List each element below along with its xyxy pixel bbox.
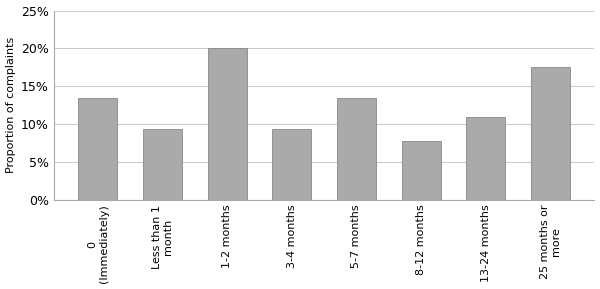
Bar (272, 129, 311, 200)
Bar (466, 116, 505, 200)
Bar (402, 141, 440, 200)
Bar (79, 98, 117, 200)
Bar (337, 98, 376, 200)
Bar (143, 129, 182, 200)
Bar (531, 67, 570, 200)
Y-axis label: Proportion of complaints: Proportion of complaints (5, 37, 16, 173)
Bar (208, 49, 247, 200)
